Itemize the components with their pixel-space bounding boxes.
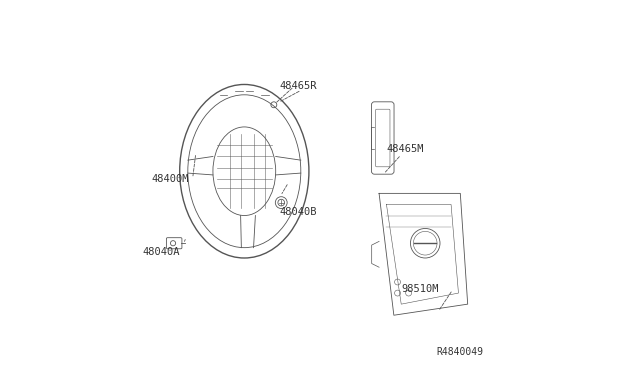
Text: R4840049: R4840049 (437, 347, 484, 357)
Text: 48400M: 48400M (152, 174, 189, 184)
Text: 98510M: 98510M (401, 284, 438, 294)
Text: 48465R: 48465R (279, 81, 317, 91)
Text: 48040B: 48040B (279, 207, 317, 217)
Text: 48465M: 48465M (386, 144, 424, 154)
Text: 48040A: 48040A (143, 247, 180, 257)
